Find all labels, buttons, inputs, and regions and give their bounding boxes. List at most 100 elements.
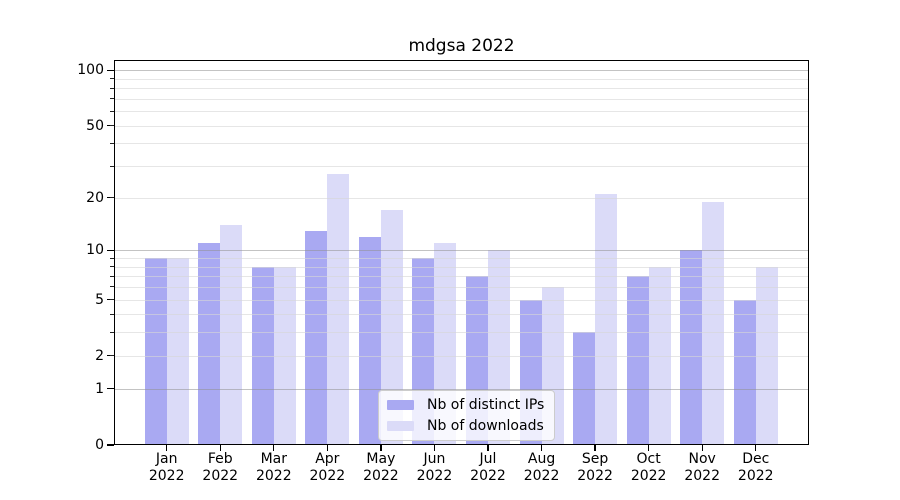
x-tick-label: Mar 2022 xyxy=(242,451,306,485)
gridline-major xyxy=(114,250,809,252)
y-minor-tick-mark xyxy=(110,142,114,144)
grid-layer xyxy=(114,60,809,445)
bar-downloads-apr xyxy=(327,174,350,445)
gridline-minor xyxy=(114,125,809,127)
x-tick-label: Nov 2022 xyxy=(670,451,734,485)
y-tick-label: 50 xyxy=(86,117,104,134)
y-minor-tick-mark xyxy=(110,355,114,357)
x-tick-mark xyxy=(487,445,489,451)
bar-distinct-ips-apr xyxy=(305,230,328,445)
gridline-minor xyxy=(114,98,809,100)
gridline-minor xyxy=(114,111,809,113)
y-minor-tick-mark xyxy=(110,266,114,268)
bar-downloads-sep xyxy=(595,194,618,445)
y-tick-label: 100 xyxy=(77,62,104,79)
x-tick-label: Jan 2022 xyxy=(135,451,199,485)
x-tick-label: Apr 2022 xyxy=(295,451,359,485)
bar-distinct-ips-feb xyxy=(198,243,221,445)
x-tick-month: Nov xyxy=(688,451,716,467)
x-tick-year: 2022 xyxy=(523,468,560,484)
x-tick-year: 2022 xyxy=(684,468,720,484)
y-minor-tick-mark xyxy=(110,313,114,315)
x-tick-year: 2022 xyxy=(255,468,292,484)
x-tick-year: 2022 xyxy=(363,468,399,484)
y-tick-label: 5 xyxy=(95,291,104,308)
gridline-minor xyxy=(114,332,809,334)
bar-distinct-ips-may xyxy=(358,236,381,445)
x-tick-month: Aug xyxy=(527,451,556,467)
gridline-minor xyxy=(114,266,809,268)
x-tick-mark xyxy=(594,445,596,451)
plot-area: Nb of distinct IPs Nb of downloads xyxy=(114,60,809,445)
y-minor-tick-mark xyxy=(110,110,114,112)
gridline-minor xyxy=(114,143,809,145)
y-minor-tick-mark xyxy=(110,98,114,100)
x-tick-mark xyxy=(648,445,650,451)
gridline-minor xyxy=(114,197,809,199)
x-tick-year: 2022 xyxy=(577,468,613,484)
legend-swatch-downloads xyxy=(387,421,414,431)
gridline-minor xyxy=(114,78,809,80)
bar-downloads-jan xyxy=(166,258,189,445)
bar-downloads-nov xyxy=(702,201,725,445)
legend: Nb of distinct IPs Nb of downloads xyxy=(378,390,556,441)
y-tick-label: 10 xyxy=(86,242,104,259)
bar-distinct-ips-jan xyxy=(144,258,167,445)
y-minor-tick-mark xyxy=(110,299,114,300)
x-tick-mark xyxy=(755,445,757,451)
y-minor-tick-mark xyxy=(110,257,114,259)
gridline-minor xyxy=(114,314,809,316)
legend-swatch-distinct-ips xyxy=(387,400,414,410)
legend-item: Nb of downloads xyxy=(387,418,544,434)
x-tick-mark xyxy=(166,445,168,451)
x-tick-label: Feb 2022 xyxy=(188,451,252,485)
x-tick-month: Feb xyxy=(207,451,233,467)
y-minor-tick-mark xyxy=(110,331,114,333)
x-tick-month: Mar xyxy=(260,451,287,467)
x-tick-label: Oct 2022 xyxy=(617,451,681,485)
y-minor-tick-mark xyxy=(110,125,114,127)
x-tick-year: 2022 xyxy=(470,468,506,484)
x-tick-year: 2022 xyxy=(202,468,239,484)
bar-distinct-ips-nov xyxy=(680,250,703,445)
x-tick-year: 2022 xyxy=(148,468,185,484)
x-tick-label: May 2022 xyxy=(349,451,413,485)
y-tick-label: 20 xyxy=(86,189,104,206)
x-tick-label: Sep 2022 xyxy=(563,451,627,485)
x-tick-year: 2022 xyxy=(630,468,667,484)
y-tick-mark xyxy=(107,249,114,251)
x-tick-label: Aug 2022 xyxy=(510,451,574,485)
x-tick-year: 2022 xyxy=(309,468,346,484)
gridline-minor xyxy=(114,299,809,301)
x-tick-month: May xyxy=(366,451,396,467)
y-tick-mark xyxy=(107,444,114,446)
y-minor-tick-mark xyxy=(110,87,114,89)
x-tick-month: Jun xyxy=(423,451,446,467)
x-tick-month: Dec xyxy=(742,451,770,467)
gridline-minor xyxy=(114,258,809,260)
x-tick-mark xyxy=(326,445,328,451)
gridline-minor xyxy=(114,166,809,168)
y-minor-tick-mark xyxy=(110,275,114,277)
y-minor-tick-mark xyxy=(110,197,114,199)
x-tick-month: Apr xyxy=(315,451,340,467)
x-tick-label: Jul 2022 xyxy=(456,451,520,485)
x-tick-year: 2022 xyxy=(416,468,453,484)
y-tick-mark xyxy=(107,69,114,71)
x-tick-label: Jun 2022 xyxy=(402,451,466,485)
x-tick-label: Dec 2022 xyxy=(724,451,788,485)
bar-downloads-may xyxy=(380,210,403,445)
bar-downloads-feb xyxy=(220,225,243,445)
bar-distinct-ips-oct xyxy=(626,276,649,445)
x-tick-mark xyxy=(701,445,703,451)
x-tick-month: Jul xyxy=(479,451,497,467)
y-tick-mark xyxy=(107,388,114,390)
x-tick-month: Oct xyxy=(636,451,661,467)
legend-label: Nb of distinct IPs xyxy=(427,397,545,413)
gridline-major xyxy=(114,388,809,390)
legend-label: Nb of downloads xyxy=(427,418,544,434)
x-tick-year: 2022 xyxy=(737,468,774,484)
y-minor-tick-mark xyxy=(110,165,114,167)
x-tick-month: Sep xyxy=(581,451,609,467)
